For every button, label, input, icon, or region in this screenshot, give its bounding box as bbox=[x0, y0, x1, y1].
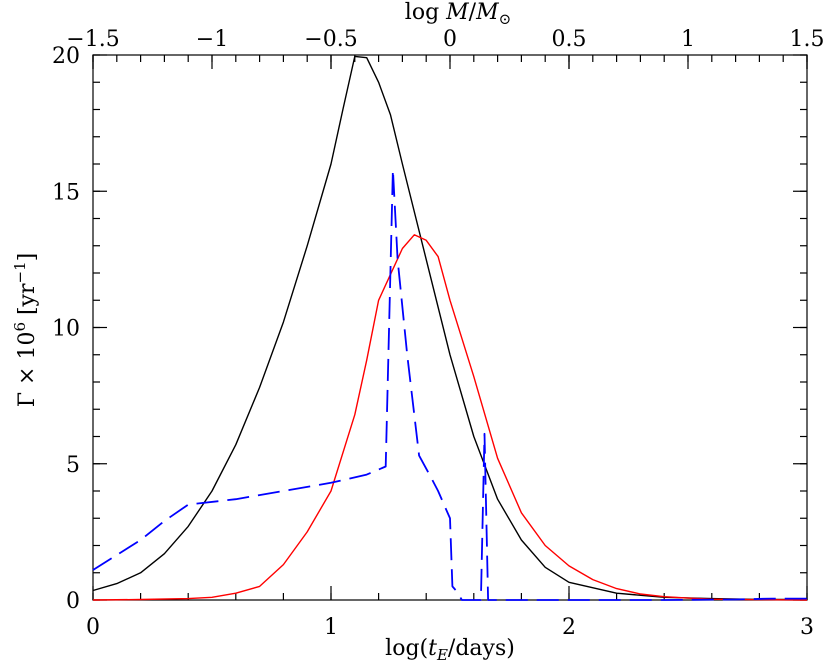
top-x-tick-label: 1 bbox=[681, 27, 695, 52]
axis-ticks: 0 1 2 3 0 5 10 15 20−1.5 −1 −0.5 0 0.5 1 1.5 bbox=[52, 27, 825, 640]
top-x-tick-label: −1.5 bbox=[66, 27, 119, 52]
series-line-2 bbox=[92, 234, 808, 601]
top-x-tick-label: 0 bbox=[443, 27, 457, 52]
x-axis-title: log(tE/days) bbox=[385, 636, 515, 664]
series-layer bbox=[92, 55, 808, 601]
x-tick-label: 1 bbox=[324, 615, 338, 640]
top-x-tick-label: −1 bbox=[196, 27, 228, 52]
y-tick-label: 5 bbox=[66, 453, 80, 478]
top-x-tick-label: 1.5 bbox=[790, 27, 825, 52]
series-line-3 bbox=[92, 168, 807, 601]
y-tick-label: 10 bbox=[52, 317, 80, 342]
y-axis-title: Γ × 106 [yr−1] bbox=[11, 253, 40, 407]
x-tick-label: 2 bbox=[562, 615, 576, 640]
top-axis-title: log M/M⊙ bbox=[405, 0, 511, 28]
x-tick-label: 3 bbox=[800, 615, 814, 640]
top-x-tick-label: 0.5 bbox=[552, 27, 587, 52]
y-tick-label: 15 bbox=[52, 180, 80, 205]
x-tick-label: 0 bbox=[86, 615, 100, 640]
y-tick-label: 0 bbox=[66, 589, 80, 614]
top-x-tick-label: −0.5 bbox=[304, 27, 357, 52]
y-tick-label: 20 bbox=[52, 44, 80, 69]
